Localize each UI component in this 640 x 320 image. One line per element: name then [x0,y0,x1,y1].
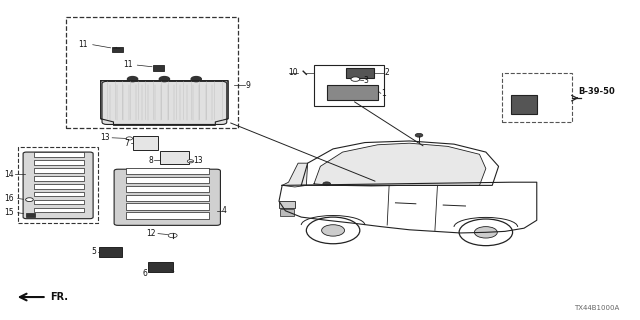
Bar [279,201,295,208]
Bar [126,168,209,174]
Text: 4: 4 [221,206,227,215]
Bar [160,151,189,164]
Circle shape [322,225,344,236]
Bar [502,73,572,122]
Bar [34,208,84,212]
Bar [99,247,122,257]
Bar [34,184,84,188]
Text: 5: 5 [92,247,96,257]
Text: B-39-50: B-39-50 [578,87,615,96]
Text: 9: 9 [245,81,250,90]
Circle shape [126,137,132,140]
Polygon shape [100,81,228,125]
Text: 12: 12 [147,229,156,238]
Text: 16: 16 [4,194,13,203]
FancyBboxPatch shape [114,169,220,225]
Text: 8: 8 [148,156,153,164]
Circle shape [188,160,194,163]
Bar [34,160,84,165]
Circle shape [26,198,33,202]
Bar [34,168,84,173]
Text: 14: 14 [4,170,13,179]
Bar [66,17,237,128]
Bar [126,186,209,192]
Bar [111,47,123,52]
Bar [26,213,35,217]
Circle shape [159,76,170,82]
Polygon shape [282,163,308,187]
Circle shape [168,233,177,238]
Bar [280,209,294,215]
Bar [126,212,209,219]
Bar [18,147,97,223]
Bar [126,195,209,201]
Polygon shape [301,141,499,185]
Bar [34,176,84,180]
Bar [126,177,209,183]
Text: 11: 11 [79,40,88,49]
Polygon shape [279,182,537,233]
Circle shape [459,219,513,246]
Circle shape [307,217,360,244]
Polygon shape [314,143,486,186]
Bar [34,192,84,196]
Circle shape [323,182,330,186]
Text: 3: 3 [364,76,369,85]
Circle shape [191,76,202,82]
Text: 2: 2 [384,68,388,77]
Bar [346,68,374,77]
Bar [126,204,209,210]
FancyBboxPatch shape [102,81,227,124]
Bar [511,95,537,114]
Circle shape [415,133,423,137]
Bar [34,152,84,157]
Text: FR.: FR. [50,292,68,302]
Circle shape [351,77,360,81]
Bar [34,200,84,204]
Text: TX44B1000A: TX44B1000A [574,305,620,310]
Text: 10: 10 [289,68,298,77]
FancyBboxPatch shape [23,152,93,219]
Text: 6: 6 [142,269,147,278]
Text: 7: 7 [125,139,129,148]
Bar [314,65,384,106]
Text: 13: 13 [193,156,203,165]
Bar [153,66,164,70]
Bar [132,136,158,150]
Circle shape [474,227,497,238]
Text: 1: 1 [381,89,385,98]
Text: 11: 11 [123,60,132,69]
Text: 15: 15 [4,208,13,217]
Circle shape [127,76,138,82]
Bar [326,85,378,100]
Bar [148,262,173,272]
Text: 13: 13 [100,133,110,142]
